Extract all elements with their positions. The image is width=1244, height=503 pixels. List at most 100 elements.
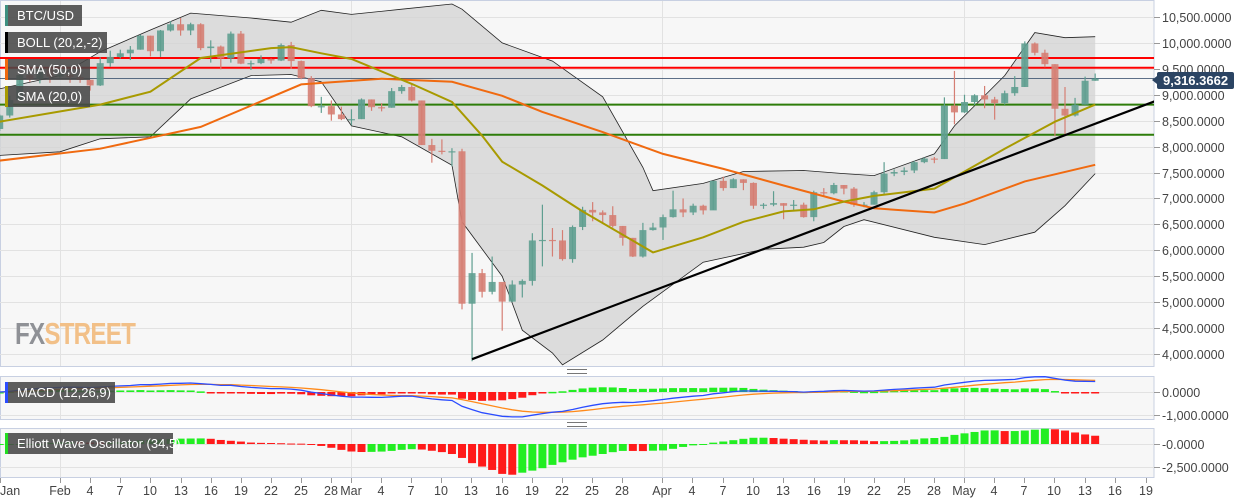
x-tick-label: 16 [1108,484,1122,498]
macd-histogram-bar [608,387,617,392]
legend-boll[interactable]: BOLL (20,2,-2) [5,32,107,53]
current-price-tag: 9,316.3662 [1151,72,1235,89]
ewo-histogram-bar [558,444,567,463]
ewo-histogram-bar [287,443,296,445]
ewo-histogram-bar [216,439,225,444]
candle-body [287,44,295,62]
macd-histogram-bar [236,392,245,394]
candle [297,60,305,80]
panel-resize-handle-icon[interactable] [567,422,587,427]
x-tick-label: 28 [324,484,338,498]
legend-btcusd[interactable]: BTC/USD [5,5,82,26]
macd-histogram-bar [458,392,466,399]
legend-macd[interactable]: MACD (12,26,9) [5,382,115,403]
candle-body [589,209,597,213]
main-plot [0,3,1154,366]
macd-histogram-bar [1071,392,1080,394]
candle-body [197,24,205,49]
candle-body [388,91,396,108]
candle-body [1071,104,1079,116]
legend-sma50[interactable]: SMA (50,0) [5,59,90,80]
candle [187,22,195,36]
candle [910,160,918,174]
ewo-histogram-bar [488,444,497,470]
candle-body [317,106,325,108]
ewo-histogram-bar [910,439,919,444]
x-tick-label: 28 [615,484,629,498]
ewo-histogram-bar [538,444,547,469]
candle-body [297,61,305,79]
candle-body [971,95,979,103]
ewo-histogram-bar [699,444,708,445]
candle-body [961,102,968,113]
ewo-histogram-bar [196,438,205,444]
macd-histogram-bar [377,392,386,395]
ewo-histogram-bar [870,441,879,444]
candle [679,198,687,218]
candle-body [177,24,185,31]
macd-histogram-bar [267,392,276,395]
candle [749,182,757,209]
ewo-histogram-bar [307,444,316,445]
panel-resize-handle-icon[interactable] [567,369,587,374]
candle [1001,90,1009,105]
macd-histogram-bar [498,392,507,401]
macd-histogram-bar [980,388,989,392]
macd-histogram-bar [518,392,527,398]
x-tick-label: 16 [495,484,509,498]
legend-sma20[interactable]: SMA (20,0) [5,86,90,107]
candle [880,162,888,196]
x-tick-label: 7 [720,484,727,498]
ewo-histogram-bar [860,440,868,444]
ewo-histogram-bar [900,440,909,444]
macd-histogram-bar [659,388,667,392]
candle [840,184,848,195]
ewo-histogram-bar [799,439,808,444]
macd-histogram-bar [297,392,306,395]
ewo-histogram-bar [819,440,828,444]
candle-body [1061,108,1069,116]
macd-histogram-bar [0,392,4,394]
candle-body [689,205,697,213]
legend-label: SMA (20,0) [17,89,83,104]
macd-histogram-bar [598,387,607,392]
candle-body [508,284,516,302]
macd-histogram-bar [508,392,517,400]
macd-histogram-bar [1010,389,1019,392]
ewo-histogram-bar [1040,428,1049,444]
y-tick-label: 5,500.0000 [1162,270,1225,284]
candle-body [237,33,245,64]
ewo-histogram-bar [970,431,979,444]
ewo-histogram-bar [407,444,416,450]
candle-body [1011,86,1019,94]
candle [247,60,255,70]
candle [538,204,546,267]
x-tick-label: 25 [897,484,911,498]
ewo-histogram-bar [297,443,306,445]
ewo-histogram-bar [638,444,647,452]
macd-histogram-bar [1020,388,1029,392]
ewo-histogram-bar [437,444,446,453]
candle [900,167,908,176]
candle [136,34,144,50]
x-tick-label: Jan [0,484,20,498]
candle-body [498,281,506,302]
ewo-histogram-bar [267,442,276,444]
candle [197,23,205,51]
candle-body [1001,93,1009,104]
y-tick-label: 10,500.0000 [1162,11,1232,25]
candle-body [579,209,587,227]
candle-body [649,227,657,231]
candle [609,206,617,228]
macd-histogram-bar [628,388,637,392]
candle [408,84,416,102]
ewo-histogram-bar [779,438,788,444]
x-tick-label: 10 [746,484,760,498]
candle [639,222,647,258]
x-tick-label: 19 [837,484,851,498]
x-tick-label: 19 [1139,484,1153,498]
ewo-histogram-bar [839,440,848,444]
legend-ewo[interactable]: Elliott Wave Oscillator (34,5) [5,433,181,454]
candle-body [679,209,687,213]
